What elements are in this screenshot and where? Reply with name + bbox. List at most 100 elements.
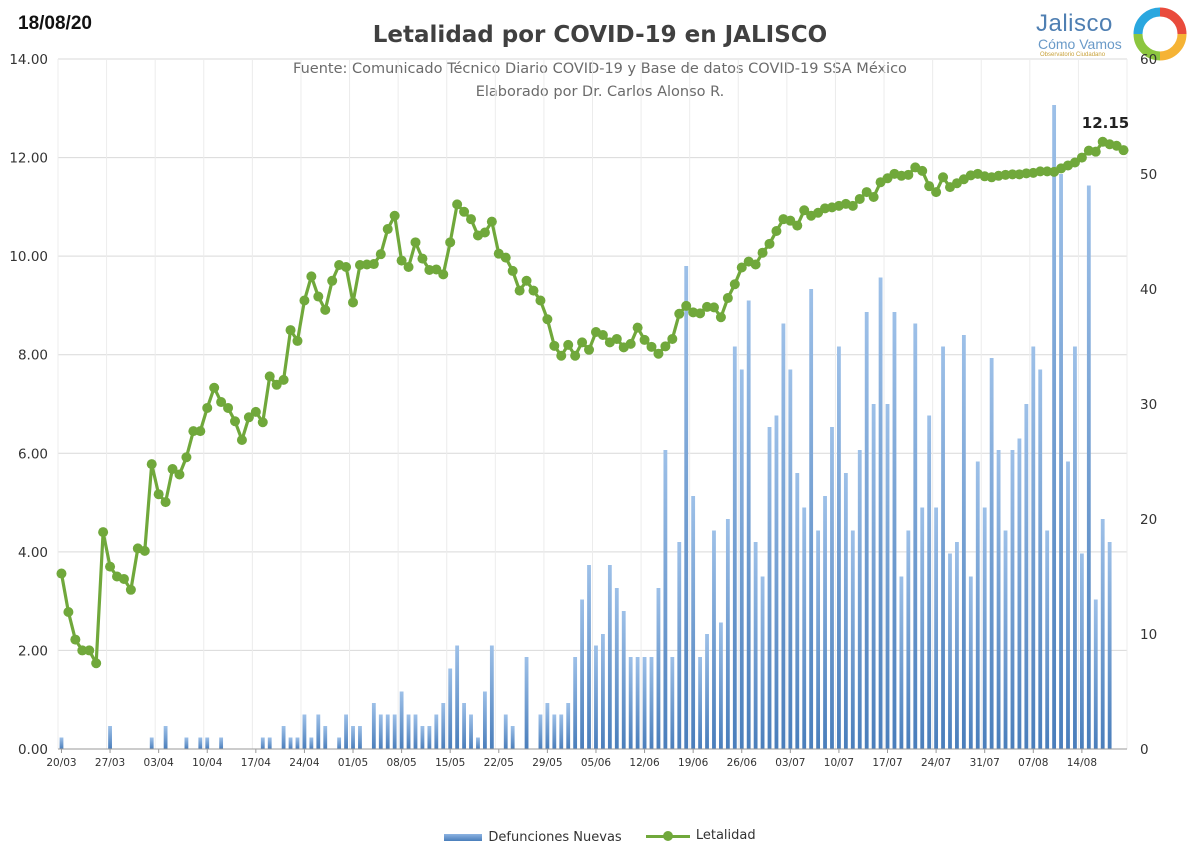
letalidad-point xyxy=(1076,152,1087,163)
x-tick-label: 17/07 xyxy=(872,757,902,769)
x-tick-label: 03/04 xyxy=(144,757,175,769)
bar-defunciones xyxy=(941,346,945,749)
letalidad-point xyxy=(271,379,282,390)
letalidad-point xyxy=(84,645,95,656)
bar-defunciones xyxy=(1100,519,1105,749)
letalidad-point xyxy=(278,374,289,385)
letalidad-point xyxy=(452,199,463,210)
letalidad-point xyxy=(597,330,608,340)
bar-defunciones xyxy=(892,312,897,749)
letalidad-point xyxy=(230,416,241,427)
bar-defunciones xyxy=(566,703,571,749)
letalidad-point xyxy=(118,573,129,584)
letalidad-point xyxy=(535,295,546,306)
letalidad-point xyxy=(243,412,254,423)
bar-defunciones xyxy=(843,473,848,749)
letalidad-point xyxy=(681,300,692,311)
bar-defunciones xyxy=(378,714,383,749)
bar-defunciones xyxy=(351,726,355,749)
bar-defunciones xyxy=(767,427,772,749)
bar-defunciones xyxy=(1010,450,1015,749)
bar-defunciones xyxy=(198,737,203,749)
bar-defunciones xyxy=(719,622,723,749)
bar-defunciones xyxy=(149,737,154,749)
letalidad-point xyxy=(924,181,935,192)
report-date: 18/08/20 xyxy=(18,13,92,34)
letalidad-point xyxy=(584,344,595,355)
letalidad-point xyxy=(736,262,747,273)
letalidad-point xyxy=(764,238,775,249)
letalidad-point xyxy=(445,237,456,248)
letalidad-point xyxy=(264,371,275,382)
letalidad-point xyxy=(146,459,157,470)
bar-defunciones xyxy=(538,714,543,749)
bar-defunciones xyxy=(968,576,973,749)
x-tick-label: 26/06 xyxy=(727,757,758,769)
x-tick-label: 01/05 xyxy=(338,757,368,769)
bar-defunciones xyxy=(1045,530,1050,749)
bar-defunciones xyxy=(1079,553,1084,749)
bar-defunciones xyxy=(948,553,952,749)
logo-subline: Observatorio Ciudadano xyxy=(1040,52,1106,58)
bar-defunciones xyxy=(462,703,466,749)
bar-defunciones xyxy=(677,542,682,749)
bar-defunciones xyxy=(621,611,626,749)
bar-defunciones xyxy=(906,530,911,749)
right-axis-tick: 30 xyxy=(1140,397,1157,413)
letalidad-point xyxy=(438,269,449,280)
letalidad-point xyxy=(202,402,213,413)
letalidad-point xyxy=(320,304,331,315)
letalidad-point xyxy=(625,338,636,349)
bar-defunciones xyxy=(552,714,557,749)
legend-bars-label: Defunciones Nuevas xyxy=(488,829,622,845)
bar-defunciones xyxy=(337,737,342,749)
bar-defunciones xyxy=(601,634,605,749)
bar-defunciones xyxy=(288,737,293,749)
bar-defunciones xyxy=(545,703,550,749)
letalidad-point xyxy=(209,382,220,393)
letalidad-point xyxy=(799,205,810,216)
left-axis-tick: 10.00 xyxy=(9,249,48,265)
logo-ring-icon xyxy=(1133,7,1187,61)
letalidad-point xyxy=(313,291,324,302)
letalidad-point xyxy=(708,302,719,313)
bar-defunciones xyxy=(663,450,668,749)
letalidad-point xyxy=(1069,157,1080,168)
letalidad-point xyxy=(632,322,643,333)
bar-defunciones xyxy=(392,714,397,749)
letalidad-point xyxy=(500,252,511,263)
bar-defunciones xyxy=(809,289,814,749)
bar-defunciones xyxy=(184,737,189,749)
bar-defunciones xyxy=(628,657,633,749)
letalidad-point xyxy=(549,340,560,351)
letalidad-point xyxy=(868,192,879,202)
letalidad-point xyxy=(299,295,310,306)
letalidad-point xyxy=(570,350,581,361)
letalidad-point xyxy=(577,337,588,348)
letalidad-point xyxy=(507,265,518,276)
bar-defunciones xyxy=(434,714,439,749)
letalidad-point xyxy=(63,606,74,617)
bar-defunciones xyxy=(850,530,855,749)
letalidad-point xyxy=(188,426,199,437)
right-axis-tick: 10 xyxy=(1140,627,1157,643)
bar-defunciones xyxy=(760,576,765,749)
bar-defunciones xyxy=(753,542,758,749)
letalidad-point xyxy=(410,237,421,248)
bar-defunciones xyxy=(1093,599,1098,749)
x-tick-label: 14/08 xyxy=(1067,757,1097,769)
x-tick-label: 10/04 xyxy=(192,757,223,769)
bar-defunciones xyxy=(857,450,862,749)
letalidad-point xyxy=(327,275,338,286)
legend-line-label: Letalidad xyxy=(695,828,756,843)
last-value-label: 12.15 xyxy=(1082,114,1129,132)
x-tick-label: 20/03 xyxy=(46,757,76,769)
bar-defunciones xyxy=(635,657,640,749)
bar-defunciones xyxy=(732,346,737,749)
x-tick-label: 29/05 xyxy=(532,757,562,769)
bar-defunciones xyxy=(871,404,876,749)
right-axis-tick: 50 xyxy=(1140,167,1157,183)
bar-defunciones xyxy=(1024,404,1029,749)
bar-defunciones xyxy=(295,737,300,749)
bar-defunciones xyxy=(205,737,210,749)
